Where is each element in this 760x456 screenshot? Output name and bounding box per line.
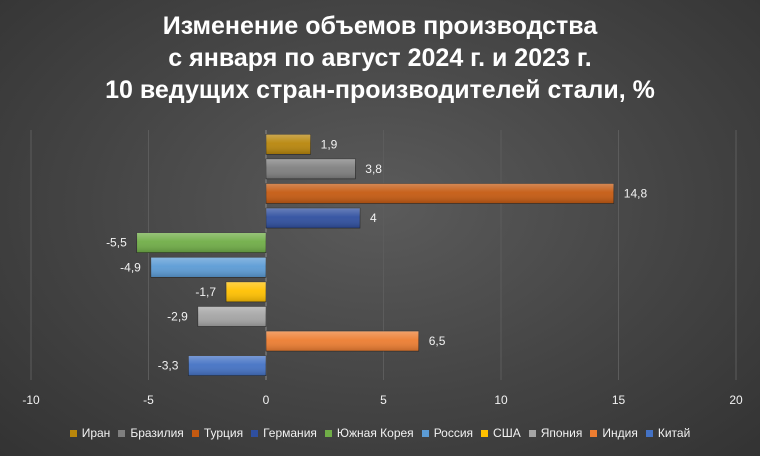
bar-sheen <box>266 183 614 204</box>
bar-10 <box>188 355 267 377</box>
chart-title-line-1: Изменение объемов производства <box>162 12 598 40</box>
legend-swatch <box>118 429 126 437</box>
legend-item: Турция <box>191 426 244 440</box>
legend-item: Бразилия <box>118 426 184 440</box>
data-label: 1,9 <box>321 137 338 151</box>
legend-label: Китай <box>657 426 691 440</box>
legend-swatch <box>590 429 598 437</box>
bar-sheen <box>266 331 419 352</box>
data-label: -5,5 <box>106 236 127 250</box>
x-tick-label: 15 <box>612 393 626 407</box>
bar-4 <box>265 207 361 229</box>
bar-6 <box>150 256 267 278</box>
legend-item: Иран <box>69 426 111 440</box>
legend-label: Южная Корея <box>336 426 414 440</box>
legend-swatch <box>324 429 332 437</box>
bar-sheen <box>266 208 360 229</box>
bar-9 <box>265 330 420 352</box>
bars <box>136 134 615 377</box>
bar-7 <box>225 281 267 303</box>
legend-label: Иран <box>81 426 111 440</box>
x-tick-label: 5 <box>380 393 387 407</box>
legend-swatch <box>481 429 489 437</box>
legend-swatch <box>528 429 536 437</box>
data-label: 6,5 <box>429 334 446 348</box>
legend-label: Индия <box>602 426 638 440</box>
legend-swatch <box>69 429 77 437</box>
bar-8 <box>197 306 267 327</box>
legend-swatch <box>645 429 653 437</box>
chart-title-line-3: 10 ведущих стран-производителей стали, % <box>105 76 655 104</box>
legend-label: Бразилия <box>130 426 184 440</box>
data-label: 14,8 <box>624 187 648 201</box>
bar-sheen <box>266 158 356 179</box>
data-label: -1,7 <box>195 285 216 299</box>
legend-swatch <box>251 429 259 437</box>
legend-label: Турция <box>203 426 244 440</box>
bar-sheen <box>150 257 266 278</box>
bar-3 <box>265 183 615 204</box>
data-label: -4,9 <box>120 260 141 274</box>
legend-swatch <box>421 429 429 437</box>
legend-item: Индия <box>590 426 638 440</box>
legend-item: Россия <box>421 426 474 440</box>
legend-item: Япония <box>528 426 583 440</box>
legend-label: США <box>493 426 521 440</box>
chart-title-line-2: с января по август 2024 г. и 2023 г. <box>168 44 592 72</box>
legend-item: Южная Корея <box>324 426 414 440</box>
legend: Иран Бразилия Турция Германия Южная Корея Рос… <box>0 426 760 440</box>
legend-label: Япония <box>540 426 583 440</box>
x-tick-label: -5 <box>143 393 154 407</box>
bar-sheen <box>188 355 266 376</box>
x-tick-label: 10 <box>494 393 508 407</box>
data-label: -3,3 <box>158 359 179 373</box>
bar-chart: 1,9 3,8 14,8 4 -5,5 -4,9 -1,7 -2,9 6,5 -3,3 -10 -5… <box>22 130 743 407</box>
x-tick-label: 0 <box>263 393 270 407</box>
x-axis-ticks: -10 -5 0 5 10 15 20 <box>22 393 743 407</box>
bar-5 <box>136 232 267 253</box>
data-label: 3,8 <box>365 162 382 176</box>
legend-label: Россия <box>433 426 474 440</box>
data-labels: 1,9 3,8 14,8 4 -5,5 -4,9 -1,7 -2,9 6,5 -3,3 <box>106 137 647 372</box>
legend-item: США <box>481 426 521 440</box>
legend-item: Китай <box>645 426 691 440</box>
legend-item: Германия <box>251 426 317 440</box>
bar-sheen <box>136 232 266 253</box>
legend-swatch <box>191 429 199 437</box>
legend-label: Германия <box>263 426 317 440</box>
data-label: 4 <box>370 211 377 225</box>
x-tick-label: -10 <box>22 393 40 407</box>
bar-sheen <box>197 306 266 327</box>
bar-2 <box>265 158 356 180</box>
x-tick-label: 20 <box>729 393 743 407</box>
data-label: -2,9 <box>167 310 188 324</box>
bar-sheen <box>266 134 311 155</box>
chart-title: Изменение объемов производства с января … <box>0 10 760 106</box>
bar-1 <box>265 134 311 155</box>
bar-sheen <box>226 281 266 302</box>
